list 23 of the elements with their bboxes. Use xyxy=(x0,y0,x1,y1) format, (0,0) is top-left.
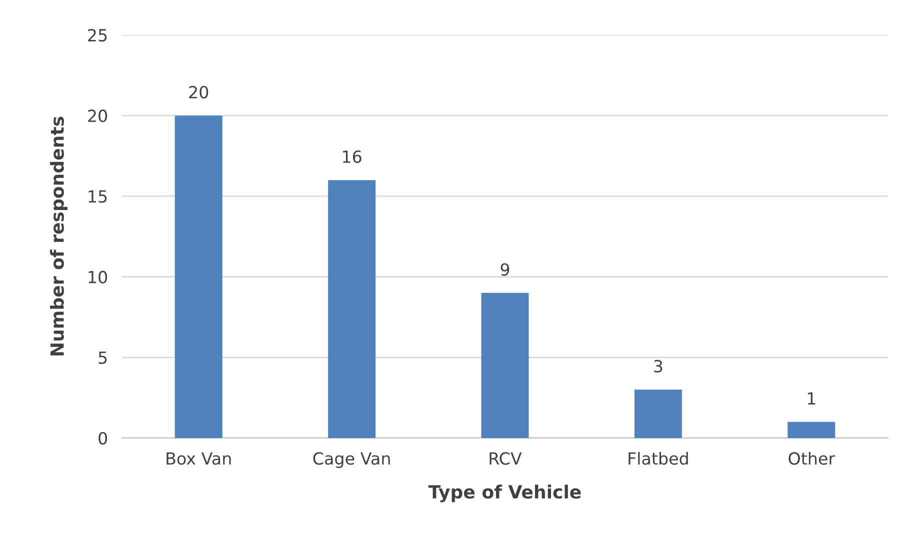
x-tick-label: Cage Van xyxy=(313,452,390,468)
data-label: 3 xyxy=(654,360,662,373)
y-axis-title: Number of respondents xyxy=(50,116,68,356)
y-tick-label: 10 xyxy=(88,270,108,284)
data-label: 9 xyxy=(500,263,510,276)
bar xyxy=(634,390,682,438)
y-tick-label: 5 xyxy=(98,352,107,364)
x-tick-label: Box Van xyxy=(166,452,231,465)
y-tick-label: 25 xyxy=(88,28,107,42)
bar xyxy=(328,180,376,438)
data-label: 20 xyxy=(189,86,208,98)
x-tick-label: RCV xyxy=(490,452,522,465)
data-label: 16 xyxy=(343,150,362,163)
x-axis-title: Type of Vehicle xyxy=(428,484,581,502)
data-label: 1 xyxy=(808,392,816,405)
x-tick-label: Other xyxy=(788,452,836,465)
y-tick-label: 20 xyxy=(88,110,108,122)
x-tick-label: Flatbed xyxy=(628,452,688,465)
y-tick-label: 0 xyxy=(98,432,108,445)
bar xyxy=(481,292,529,438)
bar xyxy=(788,422,836,438)
y-tick-label: 15 xyxy=(88,190,107,203)
bar xyxy=(174,116,222,438)
